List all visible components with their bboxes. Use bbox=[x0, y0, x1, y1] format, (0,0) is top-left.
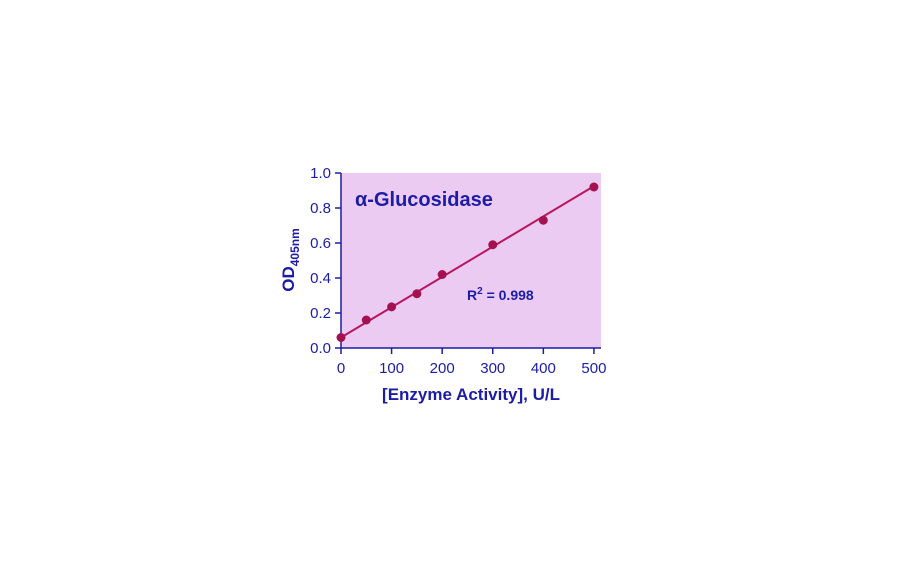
x-tick-label: 500 bbox=[581, 360, 606, 377]
data-point bbox=[361, 315, 371, 325]
x-tick-label: 100 bbox=[379, 360, 404, 377]
annotation: R2 = 0.998 bbox=[467, 286, 534, 303]
y-axis-label: OD405nm bbox=[279, 228, 302, 292]
data-point bbox=[412, 289, 422, 299]
data-point bbox=[437, 270, 447, 279]
data-point bbox=[488, 240, 498, 250]
annotation-base: R bbox=[467, 287, 477, 303]
annotation-rest: = 0.998 bbox=[483, 287, 534, 303]
y-label-base: OD bbox=[279, 266, 298, 292]
data-point bbox=[589, 182, 599, 192]
y-tick-label: 0.4 bbox=[310, 270, 331, 287]
y-tick-label: 0.2 bbox=[310, 305, 331, 322]
x-tick-label: 300 bbox=[480, 360, 505, 377]
y-tick-label: 0.0 bbox=[310, 340, 331, 357]
chart-title: α-Glucosidase bbox=[355, 189, 493, 211]
data-point bbox=[538, 215, 548, 225]
data-point bbox=[387, 302, 397, 312]
x-tick-label: 200 bbox=[430, 360, 455, 377]
x-axis-label: [Enzyme Activity], U/L bbox=[382, 385, 560, 404]
x-tick-label: 400 bbox=[531, 360, 556, 377]
fit-line bbox=[340, 185, 595, 339]
data-point bbox=[336, 333, 346, 342]
y-tick-label: 0.6 bbox=[310, 235, 331, 252]
y-tick-label: 1.0 bbox=[310, 165, 331, 182]
x-tick-label: 0 bbox=[337, 360, 345, 377]
annotation-sup: 2 bbox=[477, 286, 483, 297]
y-label-sub: 405nm bbox=[288, 228, 302, 266]
y-tick-label: 0.8 bbox=[310, 200, 331, 217]
